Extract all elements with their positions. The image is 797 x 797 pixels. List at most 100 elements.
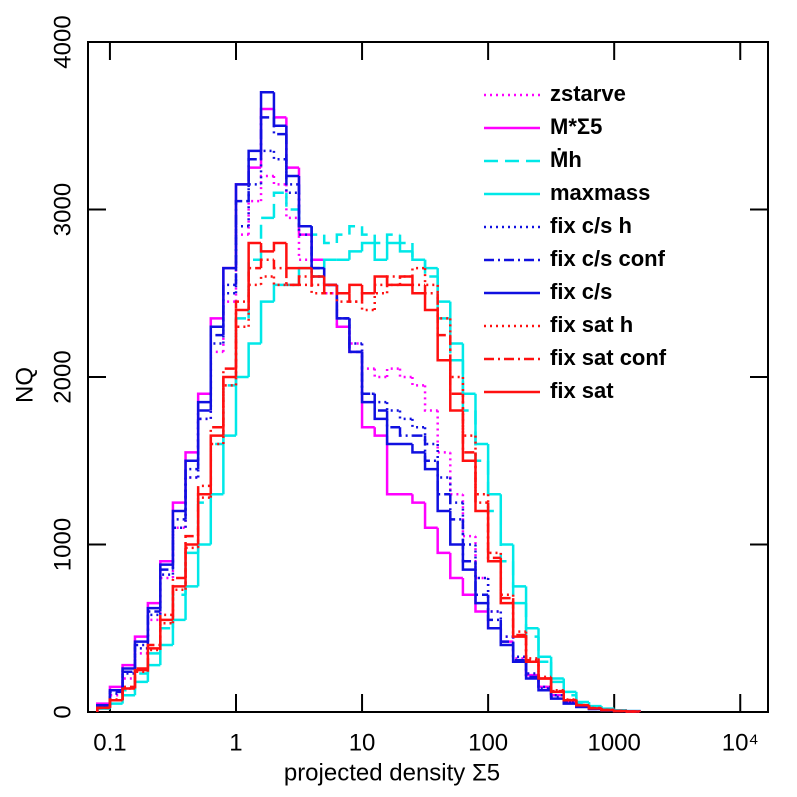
histogram-step xyxy=(423,502,438,529)
histogram-step xyxy=(537,628,552,658)
histogram-step xyxy=(310,284,325,295)
histogram-step xyxy=(499,494,514,546)
legend-label: fix sat xyxy=(550,378,614,403)
histogram-step xyxy=(196,543,211,587)
histogram-step xyxy=(184,543,199,587)
histogram-step xyxy=(322,276,337,287)
histogram-step xyxy=(297,209,312,228)
histogram-step xyxy=(398,410,413,421)
histogram-step xyxy=(259,116,274,160)
histogram-step xyxy=(184,534,199,578)
histogram-step xyxy=(436,293,451,337)
histogram-step xyxy=(499,611,514,638)
histogram-step xyxy=(196,493,211,545)
histogram-step xyxy=(537,636,552,663)
histogram-step xyxy=(348,326,363,345)
histogram-step xyxy=(524,634,539,662)
histogram-step xyxy=(385,367,401,377)
histogram-step xyxy=(385,410,401,429)
histogram-step xyxy=(449,301,463,345)
histogram-step xyxy=(133,670,148,689)
histogram-step xyxy=(259,258,274,269)
histogram-step xyxy=(121,677,135,696)
histogram-step xyxy=(385,275,401,285)
histogram-step xyxy=(461,519,476,563)
histogram-step xyxy=(373,243,388,261)
histogram-step xyxy=(184,459,199,511)
histogram-step xyxy=(335,293,350,328)
histogram-step xyxy=(511,636,527,660)
histogram-step xyxy=(499,611,514,638)
histogram-step xyxy=(322,276,337,287)
histogram-step xyxy=(247,266,262,302)
legend-label: zstarve xyxy=(550,81,626,106)
histogram-step xyxy=(247,241,262,310)
histogram-step xyxy=(259,91,274,151)
histogram-step xyxy=(436,444,451,479)
histogram-step xyxy=(184,551,199,595)
histogram-step xyxy=(398,427,413,437)
legend-label: fix c/s xyxy=(550,279,612,304)
histogram-step xyxy=(196,400,211,461)
x-tick-label: 1 xyxy=(229,729,242,756)
histogram-step xyxy=(348,250,363,260)
histogram-step xyxy=(272,92,287,127)
histogram-step xyxy=(285,243,299,270)
histogram-step xyxy=(575,700,589,707)
histogram-step xyxy=(184,546,199,590)
histogram-step xyxy=(360,292,375,302)
histogram-step xyxy=(474,393,489,446)
histogram-step xyxy=(511,598,527,637)
histogram-step xyxy=(146,663,161,682)
histogram-step xyxy=(222,300,236,352)
histogram-step xyxy=(108,702,123,709)
histogram-step xyxy=(259,149,274,185)
histogram-step xyxy=(474,561,489,596)
histogram-step xyxy=(423,452,438,471)
y-tick-label: 2000 xyxy=(49,350,76,403)
histogram-step xyxy=(222,266,236,327)
histogram-step xyxy=(411,251,426,261)
histogram-step xyxy=(196,496,211,548)
histogram-step xyxy=(322,259,337,287)
histogram-step xyxy=(285,125,299,178)
histogram-step xyxy=(171,576,186,615)
histogram-step xyxy=(511,544,527,588)
histogram-step xyxy=(209,317,224,394)
histogram-step xyxy=(133,680,148,696)
histogram-step xyxy=(272,191,287,218)
histogram-step xyxy=(322,268,337,287)
histogram-step xyxy=(222,434,236,495)
histogram-step xyxy=(209,434,224,495)
histogram-step xyxy=(322,234,337,245)
histogram-step xyxy=(360,241,375,252)
histogram-step xyxy=(411,377,426,387)
histogram-step xyxy=(474,410,489,462)
histogram-step xyxy=(373,393,388,404)
y-tick-label: 3000 xyxy=(49,183,76,236)
histogram-step xyxy=(133,640,148,669)
histogram-step xyxy=(436,527,451,555)
histogram-step xyxy=(247,258,262,319)
histogram-step xyxy=(310,226,325,270)
histogram-step xyxy=(297,192,312,236)
histogram-step xyxy=(587,701,602,708)
histogram-step xyxy=(272,109,287,119)
histogram-step xyxy=(335,284,350,320)
histogram-step xyxy=(360,301,375,312)
histogram-step xyxy=(499,619,514,643)
histogram-step xyxy=(133,668,148,689)
histogram-step xyxy=(322,258,337,277)
histogram-step xyxy=(234,183,249,269)
histogram-step xyxy=(121,694,135,704)
histogram-step xyxy=(146,610,161,645)
legend-label: fix sat conf xyxy=(550,345,667,370)
histogram-step xyxy=(373,283,388,294)
histogram-step xyxy=(398,234,413,245)
histogram-step xyxy=(549,656,564,680)
histogram-step xyxy=(234,375,249,436)
histogram-step xyxy=(411,266,426,277)
histogram-step xyxy=(159,568,173,612)
histogram-step xyxy=(537,673,552,689)
